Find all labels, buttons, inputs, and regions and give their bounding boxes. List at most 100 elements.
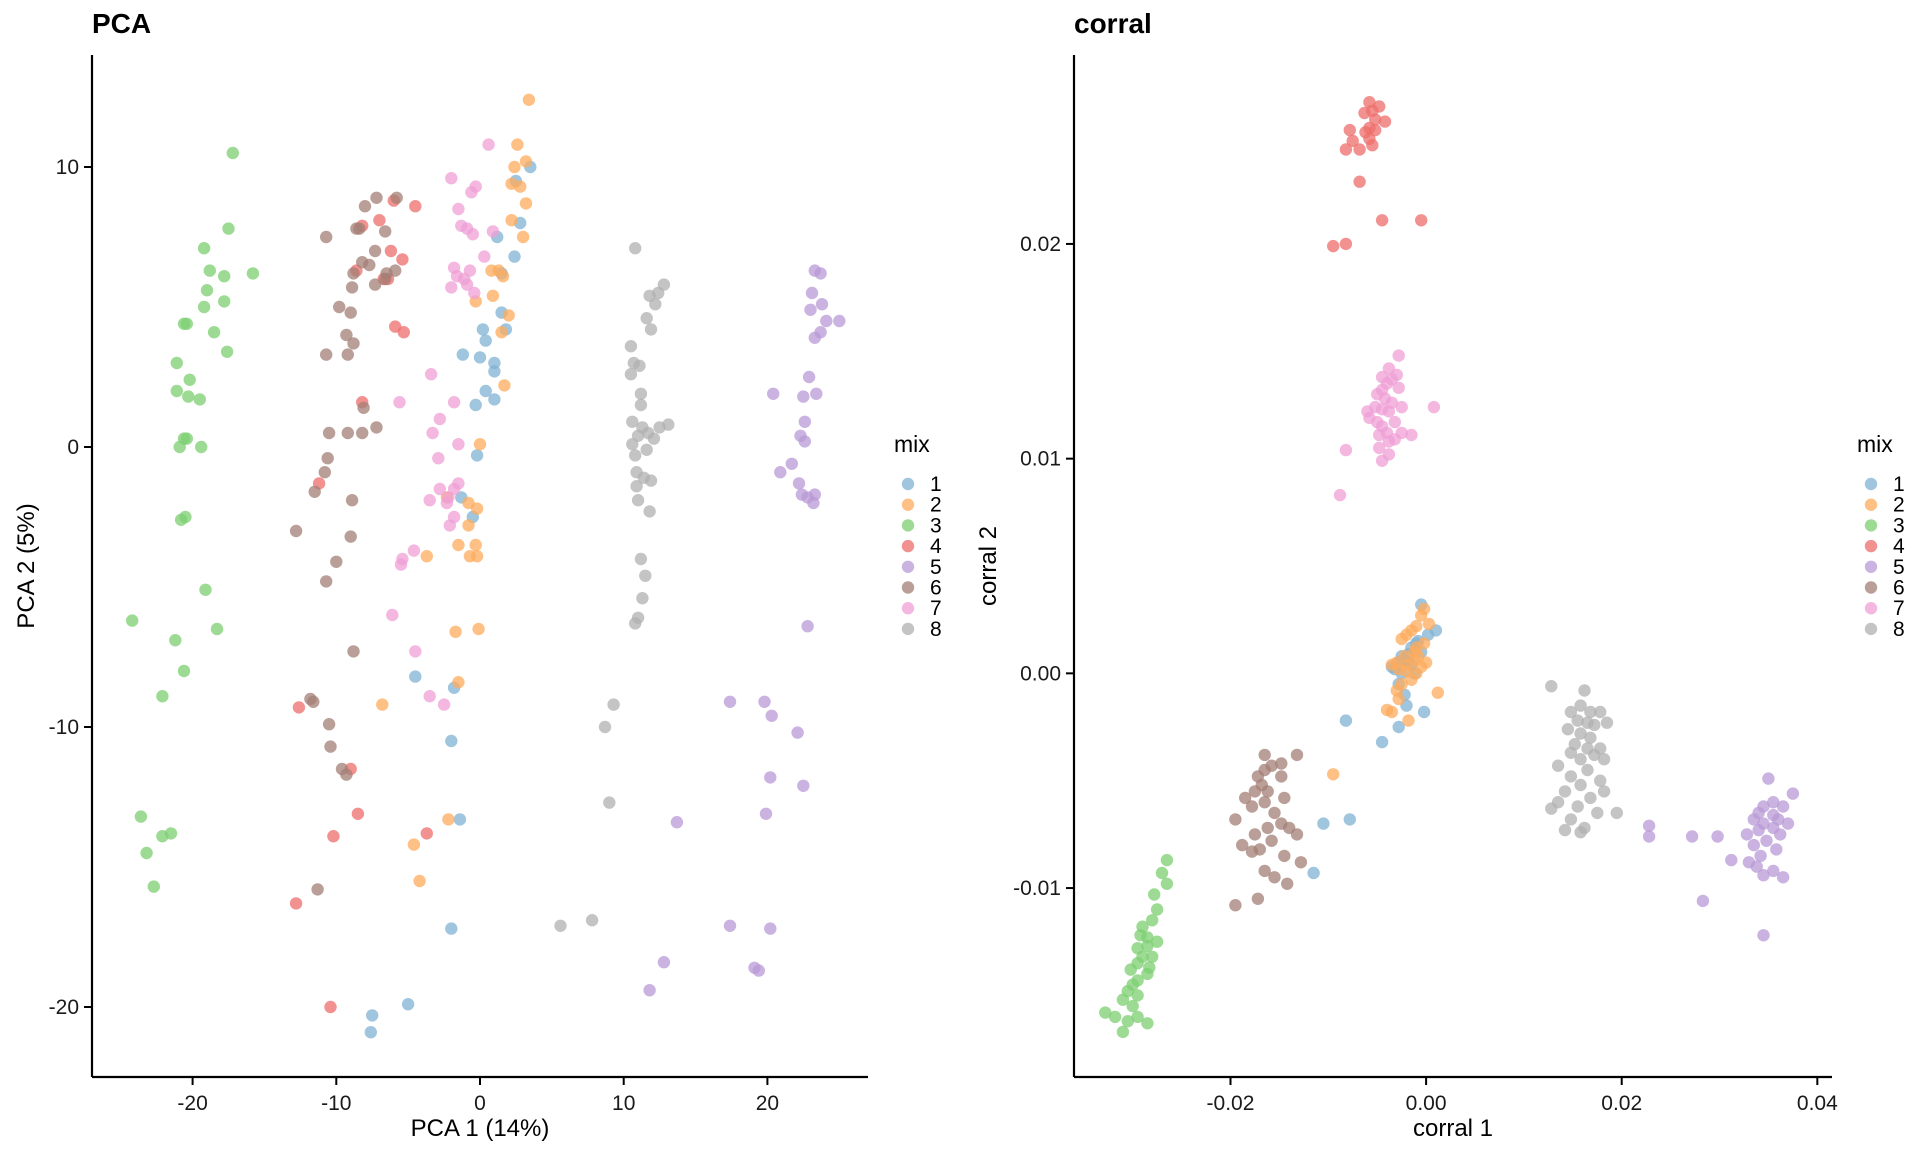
corral-y-axis-title: corral 2: [975, 526, 1002, 606]
corral-point-mix-3: [1150, 903, 1164, 916]
pca-title: PCA: [92, 8, 151, 39]
pca-point-mix-6: [320, 230, 333, 244]
pca-y-axis-title: PCA 2 (5%): [13, 503, 40, 628]
pca-point-mix-5: [752, 964, 765, 977]
pca-point-mix-4: [351, 807, 365, 820]
pca-point-mix-7: [478, 250, 491, 263]
pca-point-mix-2: [452, 676, 465, 689]
pca-point-mix-3: [220, 345, 234, 358]
pca-point-mix-8: [607, 698, 620, 711]
corral-legend-key-3: [1864, 519, 1878, 532]
pca-point-mix-5: [820, 314, 833, 328]
corral-point-mix-8: [1574, 753, 1587, 766]
pca-point-mix-2: [442, 813, 455, 826]
corral-point-mix-5: [1685, 830, 1699, 843]
corral-title: corral: [1074, 8, 1152, 39]
pca-point-mix-8: [626, 438, 639, 451]
pca-point-mix-5: [814, 267, 827, 280]
pca-point-mix-8: [598, 720, 612, 734]
corral-point-mix-5: [1781, 817, 1795, 830]
corral-point-mix-5: [1750, 860, 1763, 873]
pca-y-tick-label: -20: [49, 996, 79, 1019]
pca-point-mix-7: [394, 558, 408, 571]
pca-point-mix-5: [765, 709, 778, 722]
pca-point-mix-3: [207, 326, 221, 339]
corral-point-mix-3: [1146, 950, 1159, 963]
corral-point-mix-3: [1160, 877, 1174, 890]
pca-point-mix-2: [470, 550, 484, 563]
pca-point-mix-3: [218, 295, 231, 308]
pca-point-mix-7: [423, 690, 436, 703]
corral-legend-label-2: 2: [1893, 494, 1905, 517]
pca-point-mix-3: [203, 264, 216, 277]
pca-x-ticks: -20 -10 0 10 20: [177, 1077, 779, 1115]
pca-point-mix-5: [774, 466, 787, 479]
pca-point-mix-7: [445, 281, 458, 294]
corral-point-mix-2: [1395, 632, 1408, 646]
pca-point-mix-1: [469, 398, 482, 412]
corral-point-mix-5: [1642, 819, 1656, 832]
pca-point-mix-8: [603, 796, 616, 809]
pca-point-mix-6: [379, 225, 392, 238]
pca-point-mix-6: [368, 278, 382, 291]
corral-point-mix-5: [1740, 828, 1754, 841]
pca-point-mix-6: [320, 575, 333, 588]
pca-point-mix-3: [126, 614, 139, 627]
corral-point-mix-8: [1588, 718, 1601, 732]
corral-point-mix-8: [1588, 748, 1601, 762]
corral-point-mix-8: [1564, 746, 1578, 759]
pca-point-mix-6: [341, 348, 354, 361]
pca-point-mix-3: [193, 393, 206, 406]
pca-legend-label-4: 4: [930, 535, 942, 558]
pca-point-mix-8: [639, 569, 652, 582]
pca-point-mix-4: [384, 244, 398, 258]
corral-point-mix-4: [1339, 237, 1353, 251]
pca-point-mix-2: [495, 326, 508, 339]
corral-point-mix-1: [1307, 866, 1320, 880]
pca-point-mix-3: [200, 284, 214, 297]
pca-point-mix-7: [442, 491, 455, 504]
pca-point-mix-3: [197, 242, 211, 255]
corral-y-tick-label: 0.01: [1020, 448, 1061, 471]
pca-point-mix-8: [640, 312, 653, 325]
corral-point-mix-4: [1339, 143, 1353, 156]
pca-point-mix-7: [409, 645, 422, 658]
pca-point-mix-6: [318, 466, 331, 479]
pca-point-mix-8: [585, 914, 599, 927]
corral-legend-key-5: [1864, 560, 1878, 573]
corral-point-mix-5: [1776, 800, 1790, 813]
pca-point-mix-2: [473, 438, 487, 451]
pca-point-mix-6: [320, 348, 333, 361]
pca-point-mix-7: [465, 186, 478, 199]
pca-legend-key-4: [901, 539, 915, 553]
pca-point-mix-5: [643, 984, 656, 997]
pca-legend-key-5: [901, 560, 915, 573]
corral-point-mix-8: [1545, 802, 1558, 815]
corral-point-mix-1: [1339, 714, 1353, 727]
pca-point-mix-1: [445, 734, 458, 748]
pca-point-mix-5: [798, 435, 811, 448]
corral-x-axis-title: corral 1: [1413, 1115, 1493, 1142]
corral-point-mix-1: [1392, 720, 1405, 734]
pca-point-mix-7: [482, 138, 495, 151]
corral-point-mix-5: [1760, 834, 1773, 847]
corral-point-mix-8: [1578, 684, 1591, 697]
corral-point-mix-6: [1261, 821, 1274, 835]
pca-point-mix-8: [554, 919, 567, 932]
pca-point-mix-8: [634, 552, 648, 566]
corral-point-mix-3: [1155, 866, 1169, 880]
pca-point-mix-6: [379, 272, 392, 286]
pca-point-mix-1: [470, 449, 484, 462]
pca-point-mix-7: [460, 278, 474, 291]
corral-point-mix-3: [1146, 914, 1159, 927]
corral-point-mix-3: [1143, 961, 1156, 974]
pca-point-mix-2: [522, 93, 536, 107]
corral-point-mix-4: [1353, 143, 1366, 156]
corral-point-mix-2: [1417, 602, 1431, 616]
pca-legend-label-2: 2: [930, 494, 942, 517]
pca-point-mix-5: [805, 286, 819, 300]
pca-legend-key-7: [901, 602, 915, 615]
corral-point-mix-6: [1294, 856, 1308, 869]
corral-point-mix-5: [1770, 843, 1783, 856]
